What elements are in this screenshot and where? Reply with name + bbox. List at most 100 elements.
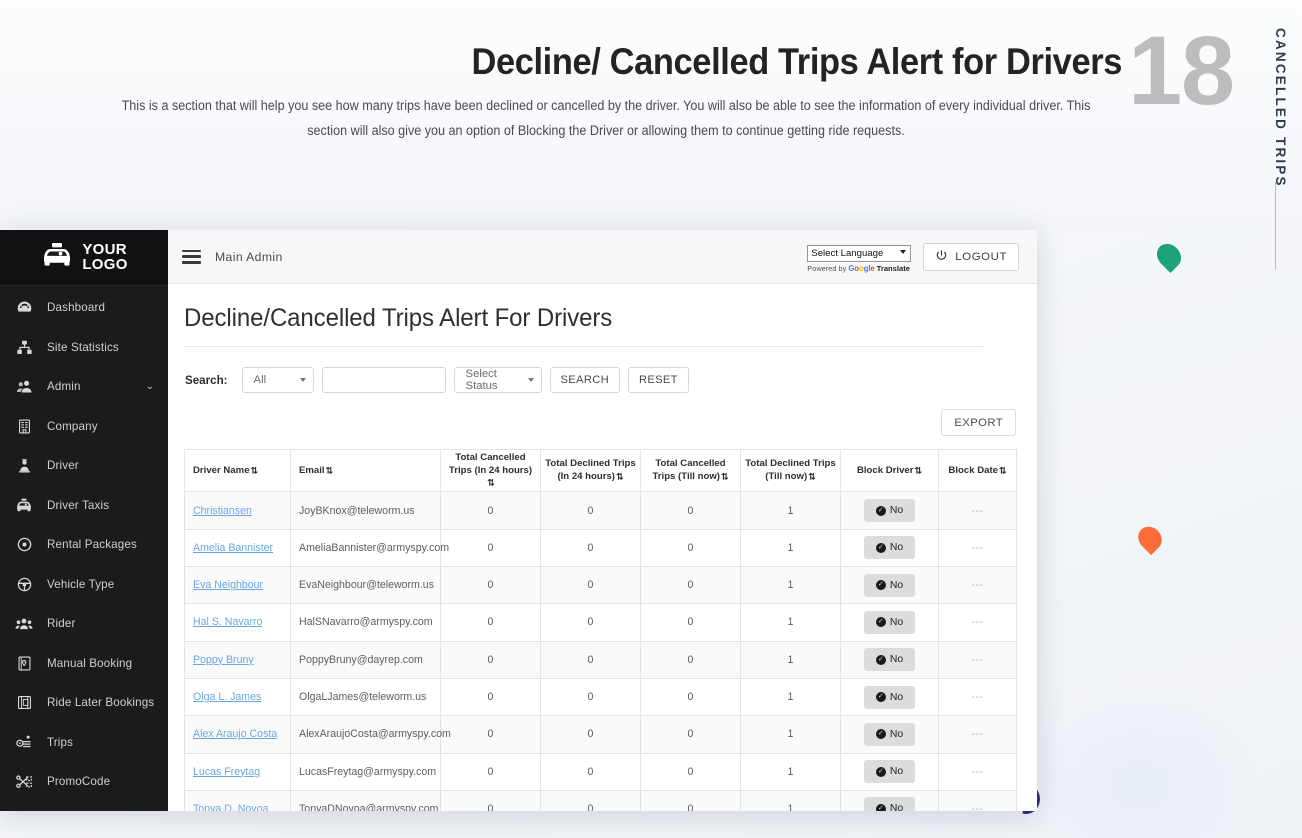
cell-cancelled-24h: 0 [440,752,541,791]
cell-cancelled-till-now: 0 [640,752,741,791]
cell-block-date: --- [938,566,1017,605]
block-date-value: --- [971,504,984,517]
cell-cancelled-24h: 0 [440,566,541,605]
sort-icon[interactable]: ⇅ [914,465,923,476]
sort-icon[interactable]: ⇅ [720,471,729,482]
block-date-value: --- [971,541,984,554]
block-driver-toggle[interactable]: ✓ No [863,536,916,560]
cell-email: EvaNeighbour@teleworm.us [290,566,441,605]
admin-users-icon [14,377,34,397]
sidebar-nav: Dashboard Site Sta [0,286,168,802]
powered-by-google-translate: Powered by Google Translate [807,264,911,273]
check-circle-icon: ✓ [875,654,886,665]
sidebar-item-site-statistics[interactable]: Site Statistics [0,328,168,368]
decor-teardrop-orange-icon [1133,521,1167,556]
sidebar-item-rental-packages[interactable]: Rental Packages [0,525,168,565]
sidebar-item-label: Trips [47,735,74,749]
driver-name-link[interactable]: Alex Araujo Costa [193,728,278,741]
hamburger-menu-icon[interactable] [182,249,201,264]
cell-block-driver: ✓ No [840,752,939,791]
column-header-block-driver[interactable]: Block Driver⇅ [840,449,939,493]
sidebar-item-trips[interactable]: Trips [0,723,168,763]
block-driver-toggle[interactable]: ✓ No [863,573,916,597]
column-label-line1: Total Cancelled [655,458,726,470]
cell-email: AmeliaBannister@armyspy.com [290,528,449,568]
export-button[interactable]: EXPORT [941,409,1016,437]
logout-button[interactable]: LOGOUT [923,242,1019,271]
sidebar-item-promocode[interactable]: PromoCode [0,762,168,802]
vertical-divider [1275,182,1276,270]
sidebar: YOUR LOGO Dashboard [0,230,168,811]
sidebar-item-vehicle-type[interactable]: Vehicle Type [0,565,168,605]
search-scope-select[interactable]: All [241,367,314,394]
status-select[interactable]: Select Status [453,367,542,394]
driver-name-link[interactable]: Tonya D. Novoa [193,802,269,811]
powered-suffix: Translate [876,263,910,273]
column-header-total-declined-till-now[interactable]: Total Declined Trips (Till now)⇅ [740,449,841,493]
driver-name-link[interactable]: Olga L. James [193,691,262,704]
driver-name-link[interactable]: Amelia Bannister [193,541,274,554]
export-row: EXPORT [184,409,1017,437]
search-input[interactable] [321,367,446,394]
sidebar-item-admin[interactable]: Admin ⌄ [0,367,168,407]
sort-icon[interactable]: ⇅ [616,471,624,482]
block-driver-toggle[interactable]: ✓ No [863,797,916,811]
reset-button[interactable]: RESET [627,367,689,394]
sort-icon[interactable]: ⇅ [999,465,1007,476]
brand-logo[interactable]: YOUR LOGO [0,230,168,286]
dashboard-icon [14,298,34,318]
sidebar-item-ride-later-bookings[interactable]: Ride Later Bookings [0,683,168,723]
taxi-logo-icon [40,242,74,273]
driver-name-link[interactable]: Poppy Bruny [193,653,254,666]
cell-cancelled-24h: 0 [440,715,541,754]
sort-icon[interactable]: ⇅ [250,465,259,476]
sidebar-item-driver[interactable]: Driver [0,446,168,486]
cell-cancelled-till-now: 0 [640,603,741,642]
sort-icon[interactable]: ⇅ [808,471,816,482]
column-header-email[interactable]: Email⇅ [290,449,441,493]
cell-driver-name: Eva Neighbour [184,566,291,605]
driver-name-link[interactable]: Eva Neighbour [193,579,264,592]
sidebar-item-driver-taxis[interactable]: Driver Taxis [0,486,168,526]
sort-icon[interactable]: ⇅ [487,477,495,488]
column-header-total-declined-24h[interactable]: Total Declined Trips (In 24 hours)⇅ [540,449,641,493]
column-header-driver-name[interactable]: Driver Name⇅ [184,449,291,493]
driver-name-link[interactable]: Hal S. Navarro [193,616,263,629]
block-driver-toggle[interactable]: ✓ No [863,610,916,634]
block-driver-toggle[interactable]: ✓ No [863,648,916,672]
block-driver-toggle[interactable]: ✓ No [863,499,916,523]
search-button[interactable]: SEARCH [549,367,620,394]
block-driver-toggle[interactable]: ✓ No [863,722,916,746]
cell-block-driver: ✓ No [840,491,939,530]
column-label-line2: (In 24 hours) [557,470,616,482]
sidebar-item-rider[interactable]: Rider [0,604,168,644]
block-driver-toggle[interactable]: ✓ No [863,685,916,709]
chevron-down-icon [900,249,907,254]
sort-icon[interactable]: ⇅ [325,465,334,476]
driver-name-link[interactable]: Lucas Freytag [193,765,261,778]
sidebar-item-company[interactable]: Company [0,407,168,447]
steering-wheel-icon [14,574,34,594]
driver-name-link[interactable]: Christiansen [193,504,252,517]
sidebar-item-label: Company [47,419,98,433]
block-driver-toggle[interactable]: ✓ No [863,760,916,784]
column-header-total-cancelled-till-now[interactable]: Total Cancelled Trips (Till now)⇅ [640,449,741,493]
check-circle-icon: ✓ [875,729,886,740]
chevron-down-icon[interactable]: ⌄ [145,380,154,392]
table-row: Hal S. Navarro HalSNavarro@armyspy.com 0 0 0… [184,603,1017,642]
block-driver-label: No [889,616,904,628]
block-driver-label: No [889,579,904,591]
language-select[interactable]: Select Language [807,244,912,262]
cell-block-driver: ✓ No [840,528,939,568]
top-bar-right: Select Language Powered by Google Transl… [807,241,1019,273]
check-circle-icon: ✓ [875,692,886,703]
column-header-total-cancelled-24h[interactable]: Total Cancelled Trips (In 24 hours)⇅ [440,449,541,493]
cell-declined-24h: 0 [540,715,641,754]
block-driver-label: No [889,691,904,703]
slide-description: This is a section that will help you see… [121,98,1091,138]
sidebar-item-dashboard[interactable]: Dashboard [0,288,168,328]
sidebar-item-manual-booking[interactable]: Manual Booking [0,644,168,684]
building-icon [14,416,34,436]
cell-declined-24h: 0 [540,528,641,568]
column-header-block-date[interactable]: Block Date⇅ [938,449,1017,493]
